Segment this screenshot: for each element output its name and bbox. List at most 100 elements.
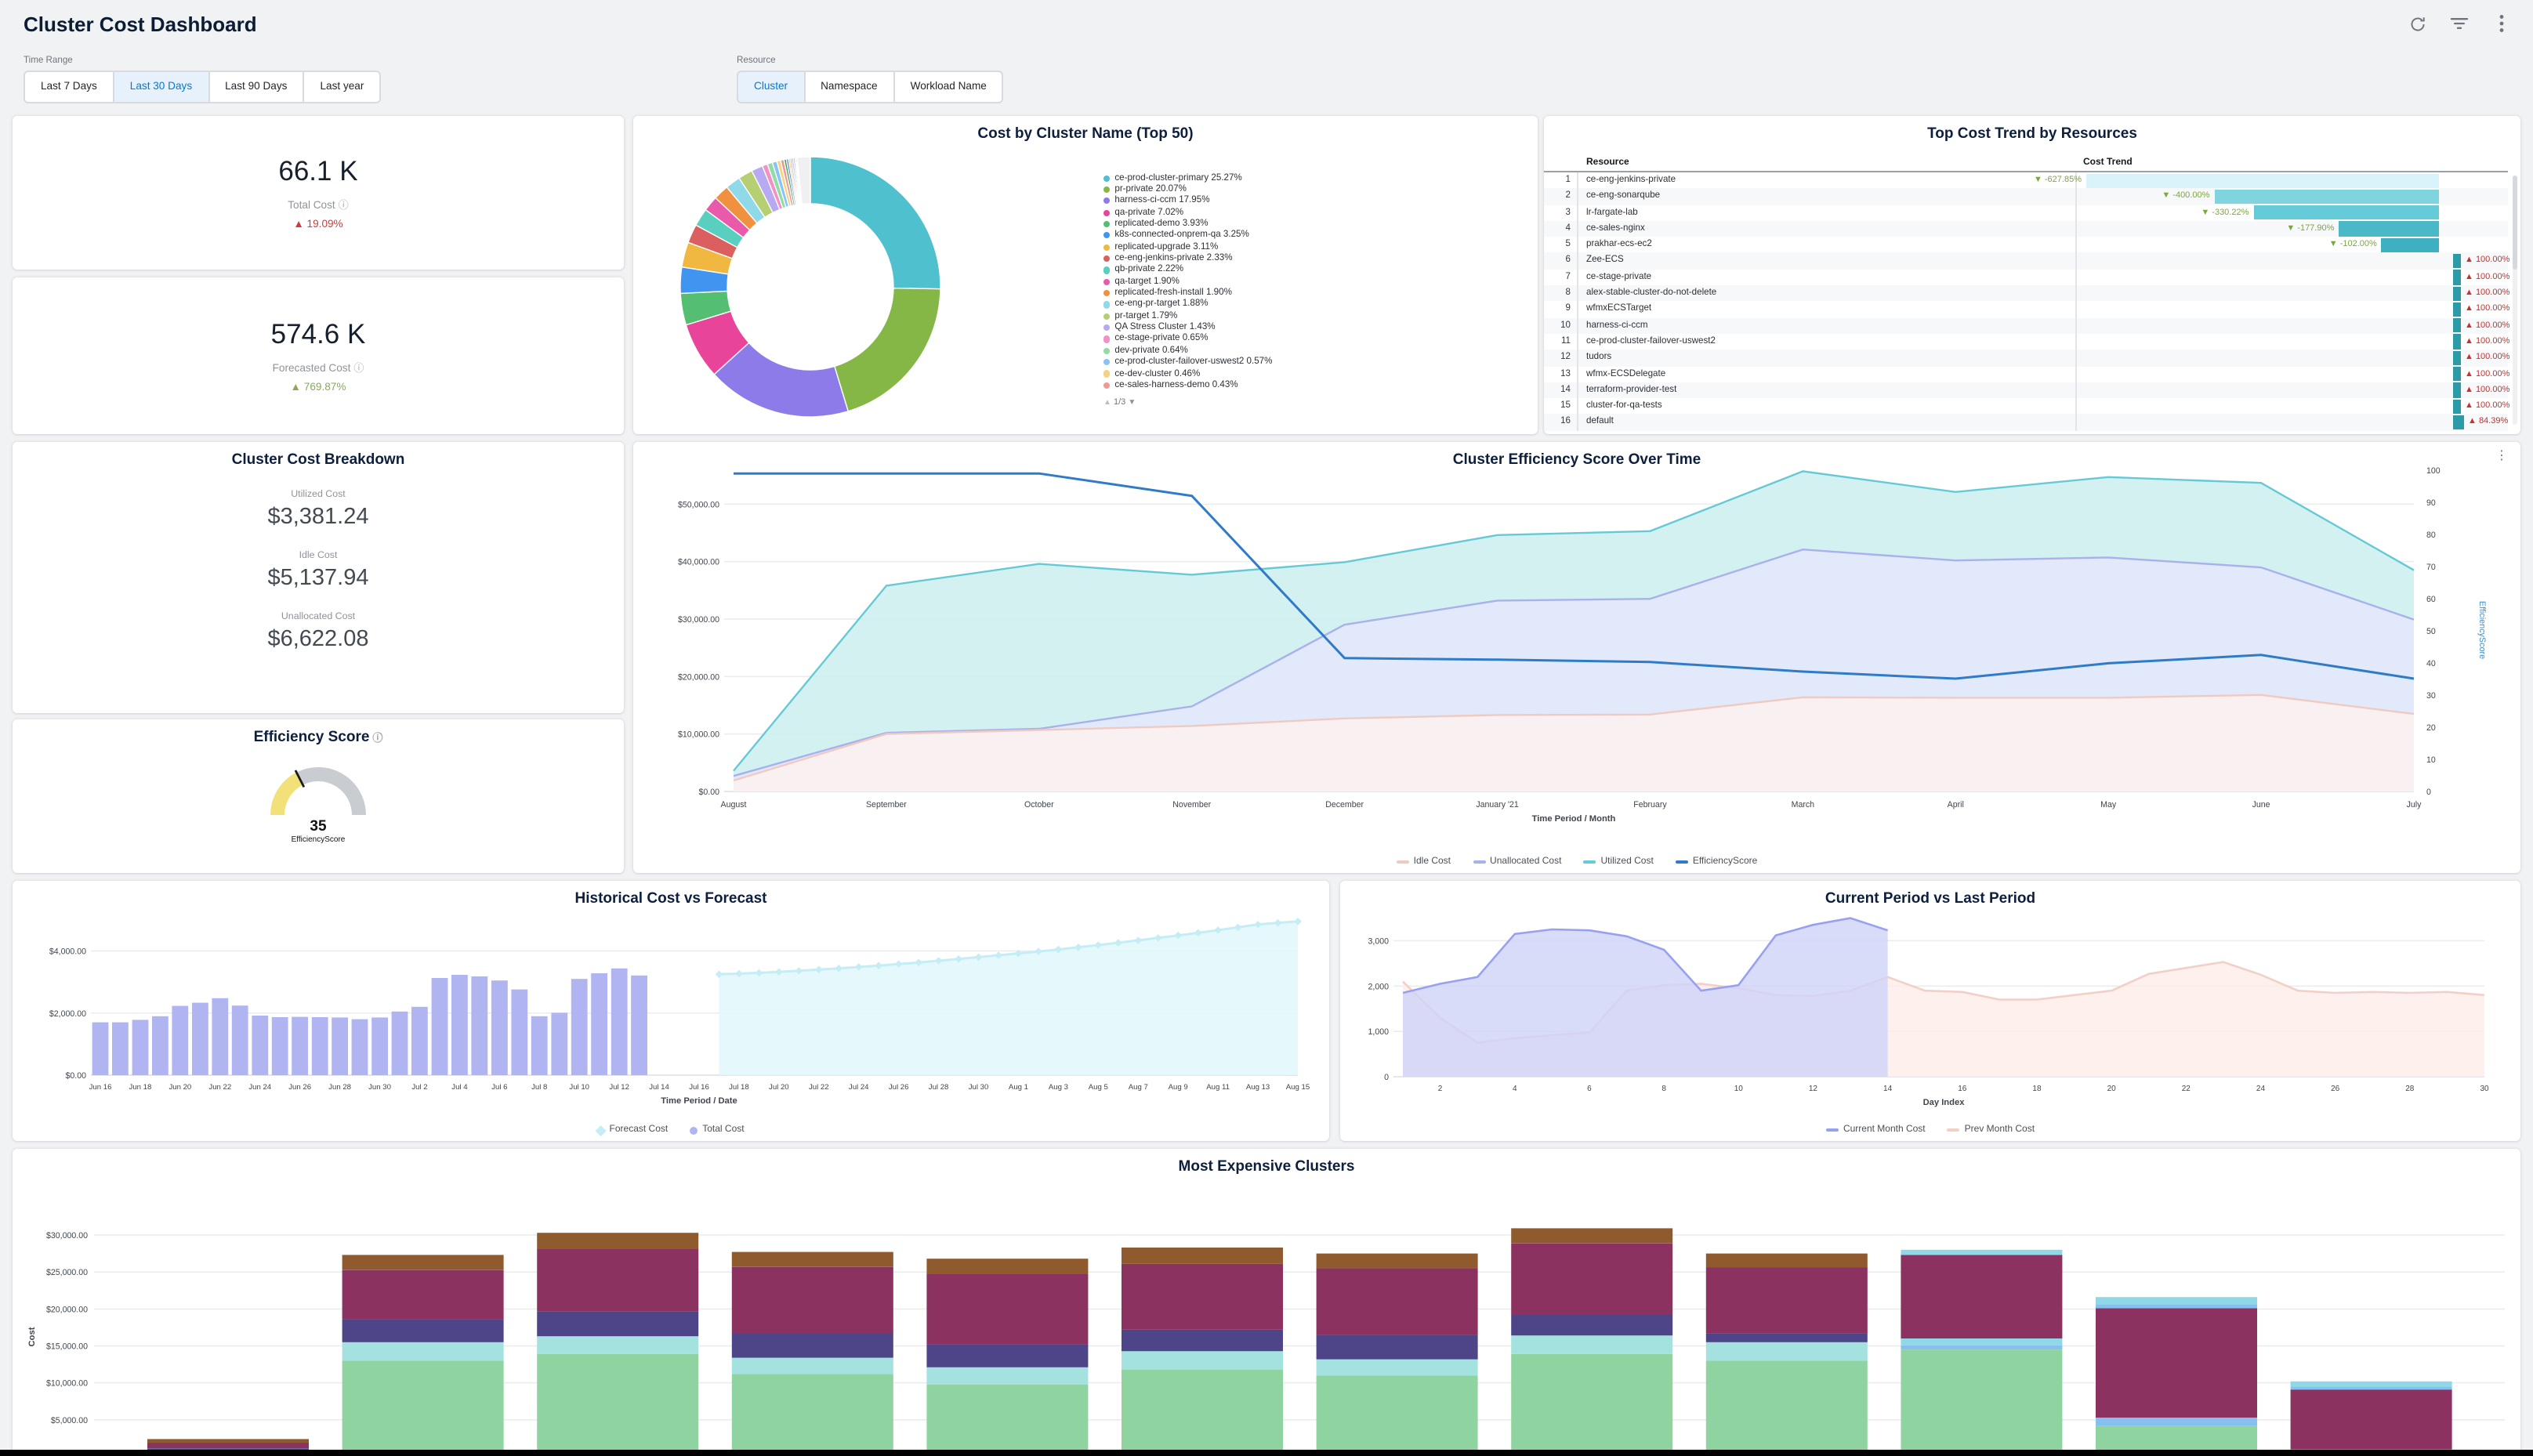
total-cost-bar[interactable] bbox=[132, 1020, 149, 1075]
stacked-bar-segment[interactable] bbox=[342, 1269, 504, 1320]
total-cost-bar[interactable] bbox=[252, 1016, 269, 1075]
total-cost-bar[interactable] bbox=[531, 1016, 548, 1075]
stacked-bar-segment[interactable] bbox=[1511, 1314, 1673, 1336]
page-down-arrow[interactable]: ▼ bbox=[1128, 398, 1136, 407]
total-cost-bar[interactable] bbox=[271, 1017, 288, 1075]
time-option-last-7-days[interactable]: Last 7 Days bbox=[24, 71, 114, 103]
donut-legend-item[interactable]: ce-sales-harness-demo 0.43% bbox=[1103, 379, 1272, 391]
time-option-last-30-days[interactable]: Last 30 Days bbox=[112, 71, 210, 103]
table-row[interactable]: 12 tudors ▲ 100.00% bbox=[1544, 350, 2509, 367]
donut-legend-item[interactable]: ce-eng-jenkins-private 2.33% bbox=[1103, 253, 1272, 265]
stacked-bar-segment[interactable] bbox=[731, 1266, 893, 1334]
column-header-cost-trend[interactable]: Cost Trend bbox=[2083, 158, 2133, 168]
stacked-bar-segment[interactable] bbox=[147, 1443, 309, 1448]
total-cost-bar[interactable] bbox=[551, 1012, 568, 1075]
stacked-bar-segment[interactable] bbox=[1511, 1353, 1673, 1456]
legend-item-Forecast Cost[interactable]: Forecast Cost bbox=[596, 1125, 668, 1135]
table-row[interactable]: 15 cluster-for-qa-tests ▲ 100.00% bbox=[1544, 398, 2509, 415]
stacked-bar-segment[interactable] bbox=[926, 1384, 1089, 1456]
stacked-bar-segment[interactable] bbox=[731, 1251, 893, 1267]
total-cost-bar[interactable] bbox=[311, 1017, 328, 1075]
stacked-bar-segment[interactable] bbox=[1901, 1249, 2063, 1255]
total-cost-bar[interactable] bbox=[172, 1005, 189, 1075]
donut-legend-item[interactable]: ce-eng-pr-target 1.88% bbox=[1103, 299, 1272, 311]
donut-legend-item[interactable]: replicated-fresh-install 1.90% bbox=[1103, 288, 1272, 299]
stacked-bar-segment[interactable] bbox=[926, 1344, 1089, 1367]
info-icon[interactable]: ⓘ bbox=[372, 733, 383, 744]
stacked-bar-segment[interactable] bbox=[1705, 1342, 1868, 1361]
donut-legend-item[interactable]: harness-ci-ccm 17.95% bbox=[1103, 195, 1272, 207]
table-row[interactable]: 3 lr-fargate-lab ▼ -330.22% bbox=[1544, 205, 2508, 221]
total-cost-bar[interactable] bbox=[292, 1016, 308, 1075]
donut-legend-item[interactable]: pr-private 20.07% bbox=[1103, 184, 1272, 196]
donut-slice-pr-private[interactable] bbox=[833, 287, 941, 412]
total-cost-bar[interactable] bbox=[631, 975, 647, 1075]
stacked-bar-segment[interactable] bbox=[926, 1367, 1089, 1385]
total-cost-bar[interactable] bbox=[611, 968, 628, 1075]
column-header-resource[interactable]: Resource bbox=[1586, 158, 1629, 168]
donut-legend-item[interactable]: pr-target 1.79% bbox=[1103, 310, 1272, 322]
filter-icon[interactable] bbox=[2450, 14, 2469, 33]
table-row[interactable]: 6 Zee-ECS ▲ 100.00% bbox=[1544, 252, 2509, 270]
stacked-bar-segment[interactable] bbox=[731, 1374, 893, 1456]
total-cost-bar[interactable] bbox=[571, 979, 588, 1075]
total-cost-bar[interactable] bbox=[511, 989, 528, 1075]
stacked-bar-segment[interactable] bbox=[2290, 1386, 2452, 1390]
stacked-bar-segment[interactable] bbox=[1901, 1338, 2063, 1346]
total-cost-bar[interactable] bbox=[231, 1005, 248, 1075]
table-row[interactable]: 5 prakhar-ecs-ec2 ▼ -102.00% bbox=[1544, 237, 2508, 253]
stacked-bar-segment[interactable] bbox=[1122, 1351, 1283, 1370]
stacked-bar-segment[interactable] bbox=[2096, 1297, 2257, 1305]
stacked-bar-segment[interactable] bbox=[731, 1333, 893, 1358]
stacked-bar-segment[interactable] bbox=[1901, 1255, 2063, 1338]
total-cost-bar[interactable] bbox=[192, 1002, 208, 1075]
total-cost-bar[interactable] bbox=[491, 980, 508, 1075]
stacked-bar-segment[interactable] bbox=[1316, 1253, 1478, 1269]
legend-item-Total Cost[interactable]: Total Cost bbox=[690, 1125, 745, 1135]
table-row[interactable]: 2 ce-eng-sonarqube ▼ -400.00% bbox=[1544, 188, 2508, 205]
stacked-bar-segment[interactable] bbox=[537, 1249, 699, 1312]
stacked-bar-segment[interactable] bbox=[1511, 1243, 1673, 1315]
resource-option-namespace[interactable]: Namespace bbox=[803, 71, 895, 103]
donut-slice-ce-prod-cluster-primary[interactable] bbox=[810, 156, 941, 290]
page-up-arrow[interactable]: ▲ bbox=[1103, 398, 1111, 407]
stacked-bar-segment[interactable] bbox=[537, 1311, 699, 1337]
total-cost-bar[interactable] bbox=[591, 973, 607, 1075]
table-row[interactable]: 1 ce-eng-jenkins-private ▼ -627.85% bbox=[1544, 172, 2508, 189]
stacked-bar-segment[interactable] bbox=[537, 1336, 699, 1354]
table-row[interactable]: 11 ce-prod-cluster-failover-uswest2 ▲ 100.… bbox=[1544, 333, 2509, 350]
kebab-icon[interactable] bbox=[2492, 14, 2511, 33]
donut-legend-item[interactable]: QA Stress Cluster 1.43% bbox=[1103, 322, 1272, 334]
stacked-bar-segment[interactable] bbox=[1316, 1268, 1478, 1335]
stacked-bar-segment[interactable] bbox=[342, 1319, 504, 1342]
stacked-bar-segment[interactable] bbox=[1316, 1335, 1478, 1360]
stacked-bar-segment[interactable] bbox=[1705, 1360, 1868, 1456]
total-cost-bar[interactable] bbox=[411, 1006, 428, 1075]
donut-legend-item[interactable]: replicated-demo 3.93% bbox=[1103, 219, 1272, 230]
stacked-bar-segment[interactable] bbox=[537, 1353, 699, 1456]
total-cost-bar[interactable] bbox=[391, 1011, 408, 1075]
legend-item-Current Month Cost[interactable]: Current Month Cost bbox=[1825, 1125, 1926, 1135]
stacked-bar-segment[interactable] bbox=[2290, 1381, 2452, 1387]
stacked-bar-segment[interactable] bbox=[926, 1259, 1089, 1274]
stacked-bar-segment[interactable] bbox=[1705, 1253, 1868, 1268]
total-cost-bar[interactable] bbox=[371, 1017, 388, 1075]
stacked-bar-segment[interactable] bbox=[342, 1360, 504, 1456]
table-row[interactable]: 4 ce-sales-nginx ▼ -177.90% bbox=[1544, 220, 2508, 237]
legend-item-Utilized Cost[interactable]: Utilized Cost bbox=[1583, 857, 1654, 867]
total-cost-bar[interactable] bbox=[332, 1017, 348, 1075]
stacked-bar-segment[interactable] bbox=[147, 1439, 309, 1443]
info-icon[interactable]: ⓘ bbox=[353, 364, 364, 375]
table-row[interactable]: 7 ce-stage-private ▲ 100.00% bbox=[1544, 269, 2509, 286]
total-cost-bar[interactable] bbox=[431, 978, 448, 1075]
donut-slice[interactable] bbox=[796, 156, 811, 205]
table-row[interactable]: 14 terraform-provider-test ▲ 100.00% bbox=[1544, 382, 2509, 399]
time-option-last-year[interactable]: Last year bbox=[303, 71, 382, 103]
stacked-bar-segment[interactable] bbox=[1511, 1228, 1673, 1244]
stacked-bar-segment[interactable] bbox=[731, 1357, 893, 1375]
total-cost-bar[interactable] bbox=[471, 976, 488, 1075]
total-cost-bar[interactable] bbox=[212, 998, 229, 1075]
refresh-icon[interactable] bbox=[2408, 14, 2426, 33]
donut-legend-item[interactable]: dev-private 0.64% bbox=[1103, 345, 1272, 357]
stacked-bar-segment[interactable] bbox=[537, 1233, 699, 1249]
